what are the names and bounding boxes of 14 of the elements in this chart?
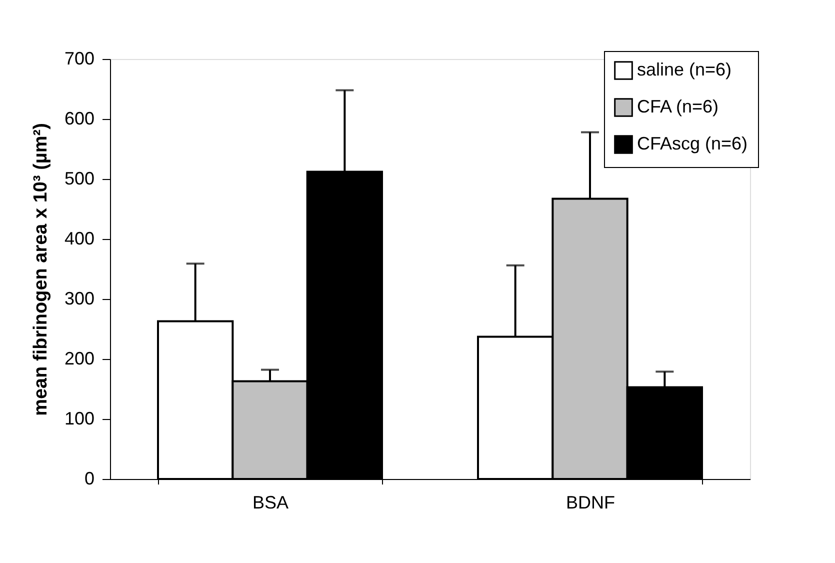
y-axis-title: mean fibrinogen area x 10³ (µm²) bbox=[30, 123, 52, 416]
x-tick-label: BSA bbox=[252, 492, 289, 512]
y-tick-label: 600 bbox=[64, 108, 94, 128]
y-tick-label: 100 bbox=[64, 408, 94, 428]
y-tick-label: 500 bbox=[64, 168, 94, 188]
y-tick-label: 200 bbox=[64, 348, 94, 368]
y-tick-label: 300 bbox=[64, 288, 94, 308]
y-tick-label: 700 bbox=[64, 48, 94, 68]
y-tick-label: 0 bbox=[84, 468, 94, 488]
legend-label: saline (n=6) bbox=[637, 60, 732, 80]
legend-label: CFAscg (n=6) bbox=[637, 134, 748, 154]
x-tick-label: BDNF bbox=[566, 492, 616, 512]
y-tick-label: 400 bbox=[64, 228, 94, 248]
legend-label: CFA (n=6) bbox=[637, 96, 719, 116]
